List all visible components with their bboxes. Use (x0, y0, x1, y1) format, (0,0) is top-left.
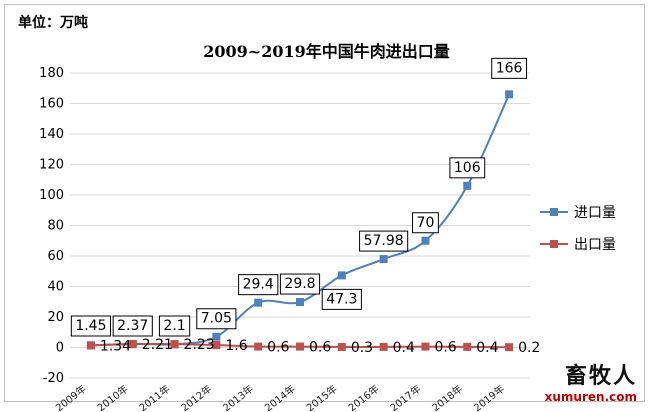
x-tick-label: 2017年 (387, 382, 423, 412)
x-tick-label: 2012年 (178, 382, 214, 412)
import-data-label-text: 29.8 (284, 276, 315, 292)
legend-label: 进口量 (574, 205, 616, 221)
import-data-point (421, 236, 430, 245)
x-tick-label: 2014年 (262, 382, 298, 412)
import-data-label-text: 57.98 (364, 233, 404, 249)
import-data-label-text: 47.3 (326, 291, 357, 307)
import-data-label-text: 166 (496, 60, 523, 76)
y-tick-label: 100 (39, 188, 64, 203)
import-data-label-box (238, 274, 279, 296)
chart-title: 2009~2019年中国牛肉进出口量 (203, 42, 450, 61)
import-data-label-box (279, 273, 321, 295)
x-tick-label: 2019年 (471, 382, 507, 412)
export-data-label: 0.4 (393, 340, 415, 356)
export-data-label: 0.6 (434, 340, 456, 356)
export-data-point (170, 340, 179, 349)
x-tick-label: 2016年 (346, 382, 382, 412)
export-data-label: 0.6 (309, 340, 331, 356)
export-data-label: 2.21 (142, 337, 173, 353)
y-tick-label: 160 (39, 97, 64, 112)
import-data-label-text: 2.1 (163, 318, 185, 334)
import-data-label: 2.37 (112, 315, 153, 337)
y-tick-label: 0 (56, 341, 64, 356)
y-tick-label: 80 (47, 219, 64, 234)
legend-swatch-marker (550, 208, 558, 216)
export-data-point (212, 341, 221, 350)
import-data-label-text: 70 (417, 215, 435, 231)
y-tick-label: 140 (39, 127, 64, 142)
x-tick-label: 2015年 (304, 382, 340, 412)
import-data-label: 29.4 (238, 274, 279, 296)
import-data-label-box (449, 157, 486, 179)
import-series-line (90, 93, 511, 347)
import-data-label: 47.3 (321, 288, 362, 310)
watermark-logo: 畜牧人 xumuren.com (545, 358, 637, 404)
import-data-label-text: 106 (454, 160, 481, 176)
legend-swatch-marker (550, 240, 558, 248)
import-data-label: 57.98 (359, 230, 409, 252)
export-data-label: 0.2 (518, 340, 540, 356)
import-data-label: 2.1 (158, 315, 191, 337)
export-data-label: 0.3 (351, 340, 373, 356)
import-data-label: 70 (412, 212, 439, 234)
export-data-point (128, 340, 137, 349)
import-data-label-box (196, 308, 237, 330)
import-data-point (505, 90, 514, 99)
x-tick-label: 2018年 (429, 382, 465, 412)
watermark-name: 畜牧人 (564, 364, 637, 389)
x-tick-label: 2010年 (95, 382, 131, 412)
export-data-point (421, 342, 430, 351)
import-data-label-box (491, 57, 528, 79)
export-data-point (463, 342, 472, 351)
import-data-label: 7.05 (196, 308, 237, 330)
y-tick-label: 60 (47, 249, 64, 264)
export-data-point (254, 342, 263, 351)
legend-label: 出口量 (574, 237, 616, 253)
y-tick-label: 20 (47, 310, 64, 325)
export-data-label: 0.4 (476, 340, 498, 356)
import-data-point (212, 332, 221, 341)
import-data-point (337, 271, 346, 280)
export-data-label: 0.6 (267, 340, 289, 356)
import-data-label-box (321, 288, 362, 310)
y-tick-label: -20 (43, 371, 64, 386)
x-tick-label: 2013年 (220, 382, 256, 412)
import-data-label-text: 29.4 (243, 277, 274, 293)
export-data-point (379, 342, 388, 351)
import-data-label-box (412, 212, 439, 234)
export-data-label: 1.6 (225, 338, 247, 354)
import-data-label-box (359, 230, 409, 252)
y-tick-label: 40 (47, 280, 64, 295)
import-data-point (254, 298, 263, 307)
import-data-point (379, 255, 388, 264)
watermark-url: xumuren.com (544, 390, 637, 404)
x-tick-label: 2009年 (53, 382, 89, 412)
export-data-label: 1.34 (100, 338, 131, 354)
export-data-point (296, 342, 304, 351)
import-data-label-box (70, 315, 111, 337)
import-data-label: 1.45 (70, 315, 111, 337)
y-tick-label: 180 (39, 66, 64, 81)
x-tick-label: 2011年 (136, 382, 172, 412)
export-data-point (337, 343, 346, 352)
import-data-label-box (158, 315, 191, 337)
import-data-label-text: 1.45 (75, 318, 106, 334)
import-data-label-text: 2.37 (117, 318, 148, 334)
import-data-label: 29.8 (279, 273, 321, 295)
unit-label: 单位：万吨 (18, 15, 88, 31)
import-data-point (463, 181, 472, 190)
import-data-label: 106 (449, 157, 486, 179)
import-data-label-box (112, 315, 153, 337)
import-data-point (296, 298, 304, 307)
export-data-label: 2.23 (184, 337, 215, 353)
y-tick-label: 120 (39, 158, 64, 173)
import-data-label-text: 7.05 (201, 311, 232, 327)
import-data-label: 166 (491, 57, 528, 79)
export-data-point (86, 341, 95, 350)
export-data-point (505, 343, 514, 352)
